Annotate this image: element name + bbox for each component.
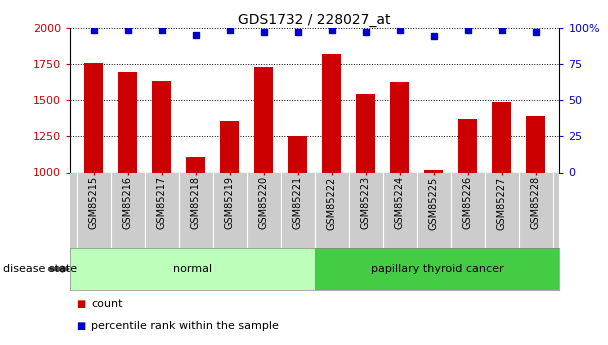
Text: normal: normal [173, 264, 212, 274]
Bar [458, 119, 477, 172]
Bar [526, 116, 545, 172]
Text: GSM85227: GSM85227 [497, 176, 506, 229]
Bar [492, 102, 511, 172]
Bar [153, 81, 171, 172]
Text: GSM85216: GSM85216 [123, 176, 133, 229]
Text: count: count [91, 299, 123, 308]
Bar [288, 136, 307, 172]
FancyBboxPatch shape [315, 248, 559, 290]
Text: GSM85215: GSM85215 [89, 176, 98, 229]
Text: GSM85217: GSM85217 [157, 176, 167, 229]
Text: GSM85226: GSM85226 [463, 176, 472, 229]
Text: ■: ■ [76, 321, 85, 331]
Text: GSM85220: GSM85220 [258, 176, 269, 229]
Text: GSM85224: GSM85224 [395, 176, 404, 229]
Text: percentile rank within the sample: percentile rank within the sample [91, 321, 279, 331]
Text: GSM85228: GSM85228 [531, 176, 541, 229]
Text: disease state: disease state [3, 264, 77, 274]
Text: papillary thyroid cancer: papillary thyroid cancer [371, 264, 503, 274]
Text: ■: ■ [76, 299, 85, 308]
Bar [356, 93, 375, 172]
Bar [424, 170, 443, 172]
FancyBboxPatch shape [70, 248, 315, 290]
Text: GSM85221: GSM85221 [292, 176, 303, 229]
Text: GSM85225: GSM85225 [429, 176, 438, 229]
Title: GDS1732 / 228027_at: GDS1732 / 228027_at [238, 12, 391, 27]
Bar [119, 72, 137, 172]
Bar [322, 55, 341, 172]
Text: GSM85218: GSM85218 [191, 176, 201, 229]
Bar [220, 121, 239, 172]
Bar [85, 63, 103, 172]
Bar [254, 68, 273, 172]
Text: GSM85222: GSM85222 [326, 176, 337, 229]
Bar [186, 157, 205, 172]
Text: GSM85219: GSM85219 [225, 176, 235, 229]
Bar [390, 82, 409, 172]
Text: GSM85223: GSM85223 [361, 176, 371, 229]
